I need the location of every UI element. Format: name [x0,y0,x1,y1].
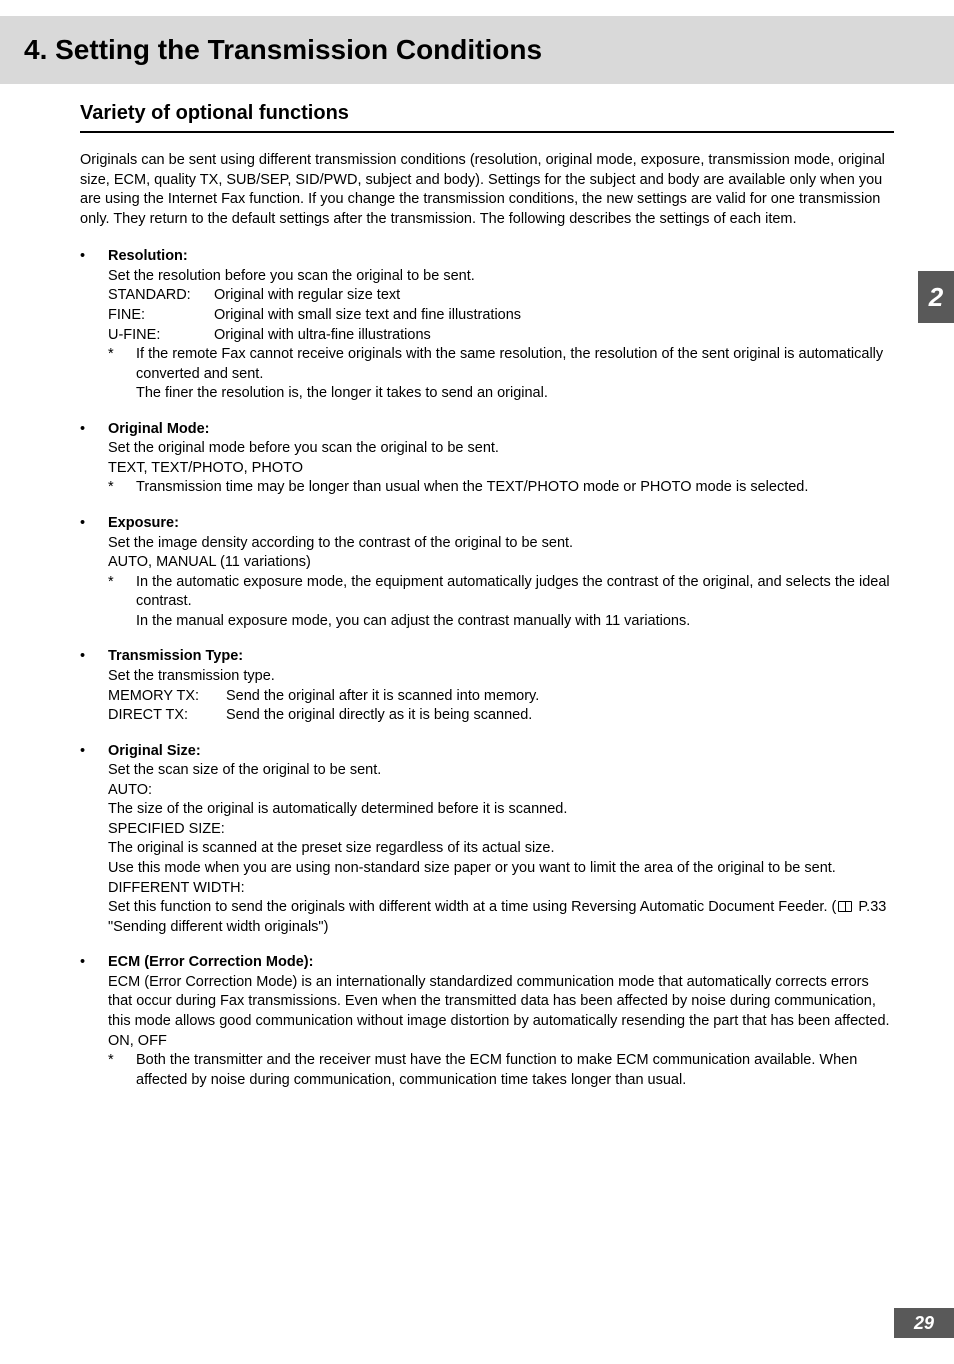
item-title: Original Size: [108,742,201,762]
def-term: STANDARD: [108,286,214,306]
asterisk-icon: * [108,478,136,498]
def-row: FINE: Original with small size text and … [108,306,894,326]
bullet-icon: • [80,247,108,267]
item-options: AUTO, MANUAL (11 variations) [80,553,894,573]
page-content: Variety of optional functions Originals … [0,102,954,1090]
def-text: Original with small size text and fine i… [214,306,521,326]
item-resolution: • Resolution: Set the resolution before … [80,247,894,404]
bullet-icon: • [80,742,108,762]
size-diff-label: DIFFERENT WIDTH: [108,879,894,899]
item-desc: Set the image density according to the c… [80,534,894,554]
item-title: Resolution: [108,247,188,267]
note-text: In the automatic exposure mode, the equi… [136,573,894,632]
chapter-side-tab: 2 [918,271,954,323]
note-text: Transmission time may be longer than usu… [136,478,894,498]
section-heading: Variety of optional functions [80,102,894,133]
item-desc: ECM (Error Correction Mode) is an intern… [80,973,894,1032]
def-text: Send the original after it is scanned in… [226,687,539,707]
note-text: Both the transmitter and the receiver mu… [136,1051,894,1090]
item-desc: Set the resolution before you scan the o… [80,267,894,287]
item-transmission-type: • Transmission Type: Set the transmissio… [80,647,894,725]
item-ecm: • ECM (Error Correction Mode): ECM (Erro… [80,953,894,1090]
book-icon [838,901,852,912]
size-auto-text: The size of the original is automaticall… [108,800,894,820]
size-diff-text: Set this function to send the originals … [108,898,894,937]
def-text: Send the original directly as it is bein… [226,706,532,726]
intro-paragraph: Originals can be sent using different tr… [80,151,894,229]
chapter-title: 4. Setting the Transmission Conditions [24,34,930,66]
item-desc: Set the scan size of the original to be … [80,761,894,781]
def-term: U-FINE: [108,326,214,346]
bullet-icon: • [80,420,108,440]
item-options: TEXT, TEXT/PHOTO, PHOTO [80,459,894,479]
def-row: STANDARD: Original with regular size tex… [108,286,894,306]
asterisk-icon: * [108,1051,136,1090]
def-term: DIRECT TX: [108,706,226,726]
item-title: ECM (Error Correction Mode): [108,953,313,973]
def-row: MEMORY TX: Send the original after it is… [108,687,894,707]
size-spec-label: SPECIFIED SIZE: [108,820,894,840]
def-row: U-FINE: Original with ultra-fine illustr… [108,326,894,346]
def-row: DIRECT TX: Send the original directly as… [108,706,894,726]
note-text: If the remote Fax cannot receive origina… [136,345,894,404]
item-title: Exposure: [108,514,179,534]
def-term: FINE: [108,306,214,326]
bullet-icon: • [80,514,108,534]
size-spec-text2: Use this mode when you are using non-sta… [108,859,894,879]
item-desc: Set the original mode before you scan th… [80,439,894,459]
asterisk-icon: * [108,573,136,632]
def-text: Original with ultra-fine illustrations [214,326,431,346]
item-original-mode: • Original Mode: Set the original mode b… [80,420,894,498]
def-term: MEMORY TX: [108,687,226,707]
bullet-icon: • [80,953,108,973]
page-number: 29 [894,1308,954,1338]
chapter-title-bar: 4. Setting the Transmission Conditions [0,16,954,84]
item-desc: Set the transmission type. [80,667,894,687]
size-auto-label: AUTO: [108,781,894,801]
item-exposure: • Exposure: Set the image density accord… [80,514,894,631]
item-options: ON, OFF [80,1032,894,1052]
item-title: Original Mode: [108,420,210,440]
size-spec-text: The original is scanned at the preset si… [108,839,894,859]
def-text: Original with regular size text [214,286,400,306]
bullet-icon: • [80,647,108,667]
item-original-size: • Original Size: Set the scan size of th… [80,742,894,938]
asterisk-icon: * [108,345,136,404]
item-title: Transmission Type: [108,647,243,667]
